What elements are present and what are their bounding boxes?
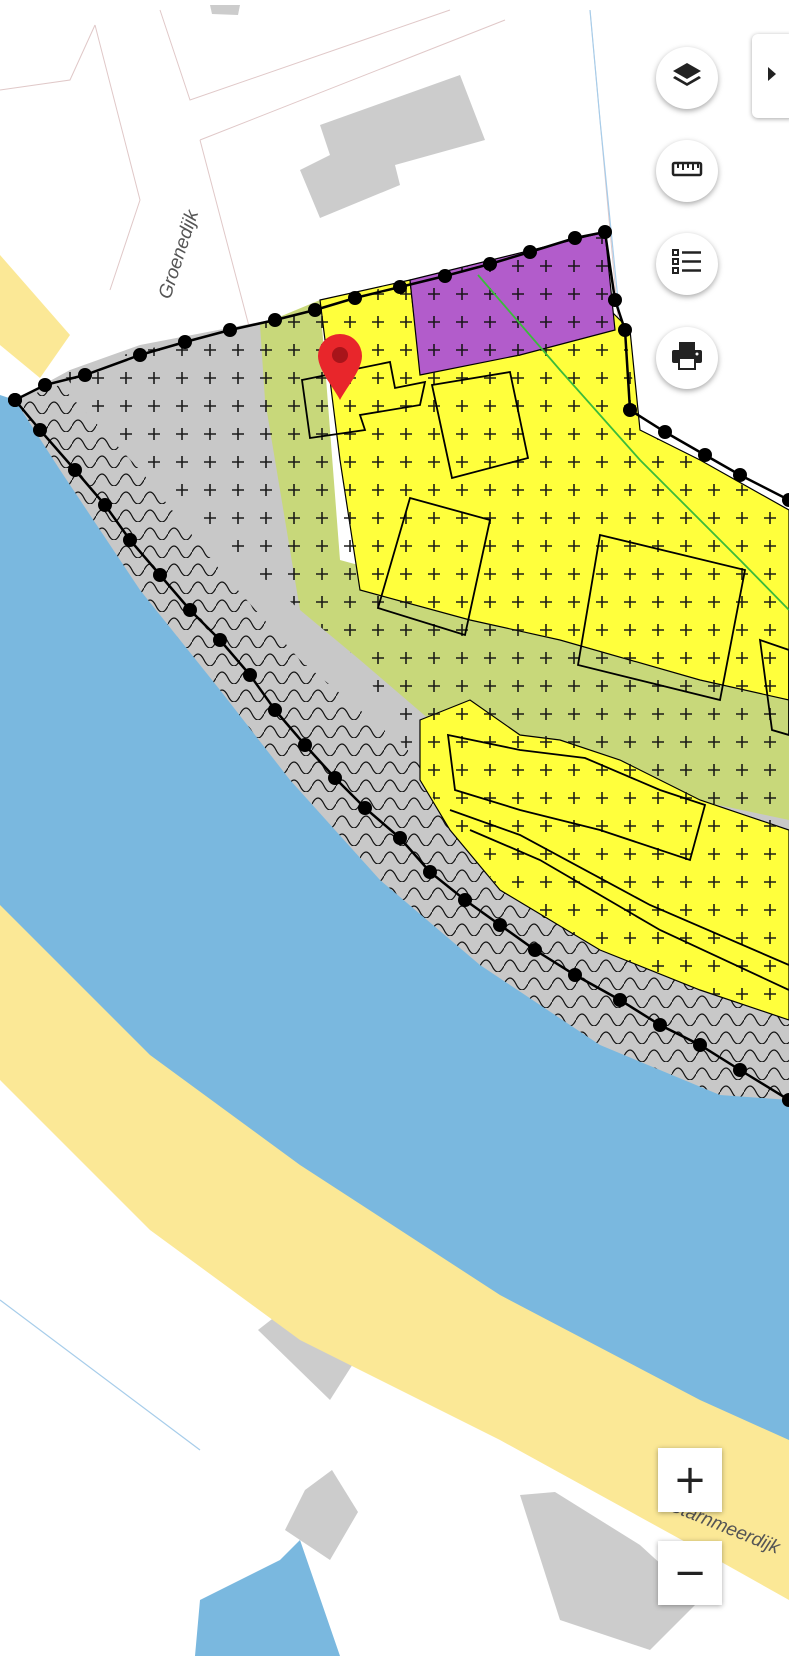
print-button[interactable] [656,327,718,389]
printer-icon [670,339,704,378]
boundary-vertex [608,293,622,307]
boundary-vertex [458,893,472,907]
boundary-vertex [613,993,627,1007]
boundary-vertex [348,291,362,305]
boundary-vertex [623,403,637,417]
boundary-vertex [268,313,282,327]
boundary-vertex [568,968,582,982]
boundary-vertex [308,303,322,317]
boundary-vertex [243,668,257,682]
dike-road-south [0,905,789,1600]
legend-button[interactable] [656,233,718,295]
boundary-vertex [782,493,789,507]
boundary-vertex [528,943,542,957]
boundary-vertex [393,280,407,294]
boundary-vertex [393,831,407,845]
boundary-vertex [698,448,712,462]
boundary-vertex [653,1018,667,1032]
boundary-vertex [153,568,167,582]
plan-boundary-vertices [8,225,789,1107]
list-icon [670,245,704,284]
boundary-vertex [8,393,22,407]
boundary-vertex [523,245,537,259]
boundary-vertex [123,533,137,547]
base-buildings [210,5,700,1650]
ruler-icon [670,152,704,191]
boundary-vertex [298,738,312,752]
boundary-vertex [78,368,92,382]
measure-button[interactable] [656,140,718,202]
boundary-vertex [733,1063,747,1077]
plan-boundary [14,230,789,1102]
boundary-vertex [658,425,672,439]
caret-right-icon [765,65,779,88]
boundary-vertex [598,225,612,239]
panel-toggle-button[interactable] [752,34,789,118]
boundary-vertex [213,633,227,647]
boundary-vertex [358,801,372,815]
boundary-vertex [693,1038,707,1052]
boundary-vertex [178,335,192,349]
boundary-vertex [568,231,582,245]
zoom-out-button[interactable]: − [658,1541,722,1605]
boundary-vertex [618,323,632,337]
boundary-vertex [268,703,282,717]
boundary-vertex [38,378,52,392]
building-outlines [300,360,789,991]
boundary-vertex [733,468,747,482]
water-pond [195,1540,340,1656]
boundary-vertex [68,463,82,477]
layers-button[interactable] [656,47,718,109]
dike-road-north [0,255,70,378]
boundary-vertex [98,498,112,512]
boundary-vertex [33,423,47,437]
boundary-vertex [483,257,497,271]
boundary-vertex [133,348,147,362]
boundary-vertex [438,269,452,283]
boundary-vertex [328,771,342,785]
boundary-vertex [223,323,237,337]
location-marker[interactable] [318,334,362,400]
boundary-vertex [183,603,197,617]
layers-icon [670,59,704,98]
boundary-vertex [493,918,507,932]
boundary-vertex [423,865,437,879]
zoom-in-button[interactable]: + [658,1448,722,1512]
boundary-vertex [782,1093,789,1107]
